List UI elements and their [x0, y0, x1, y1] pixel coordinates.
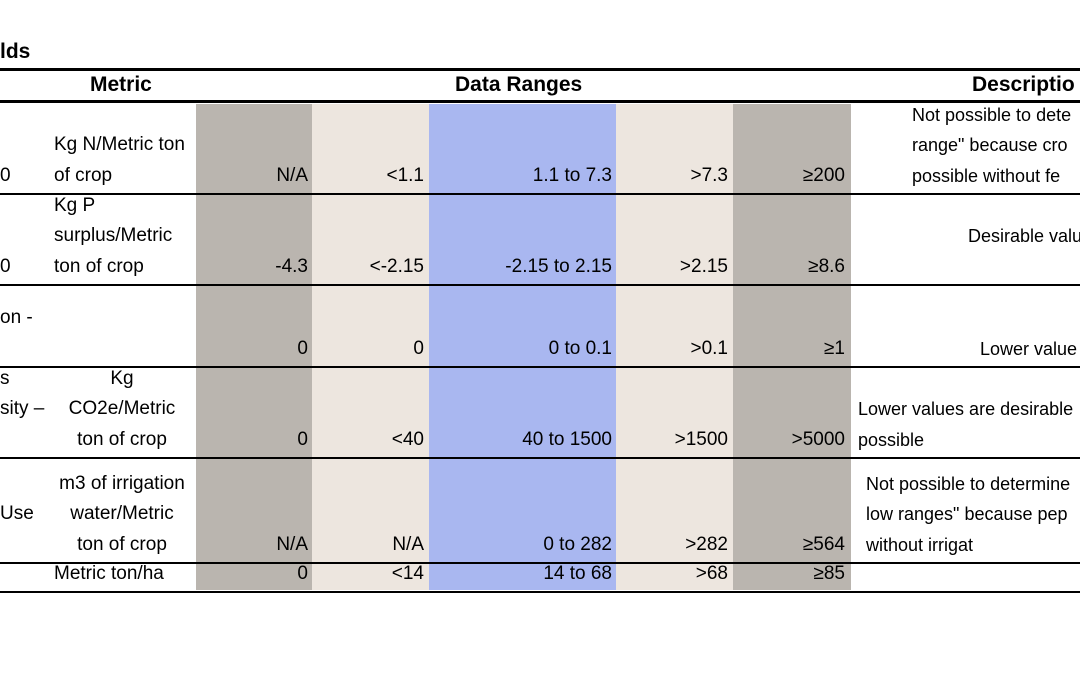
value-col-4: >68 — [695, 562, 728, 584]
value-col-1: N/A — [276, 164, 308, 186]
value-col-2: <-2.15 — [369, 255, 424, 277]
description-line: possible without fe — [912, 165, 1061, 186]
description-line: possible — [858, 429, 925, 450]
value-col-1: N/A — [276, 533, 308, 555]
description-line: Not possible to determine — [866, 473, 1071, 494]
metric-unit-line: surplus/Metric — [54, 225, 173, 246]
value-col-5: >5000 — [791, 428, 845, 450]
value-col-3: 40 to 1500 — [522, 428, 612, 450]
metric-unit-line: CO2e/Metric — [68, 398, 176, 419]
row-divider — [0, 284, 1080, 286]
description-line: Desirable value — [968, 226, 1080, 246]
metric-unit-line: water/Metric — [70, 503, 174, 524]
metric-unit-line: Kg — [110, 367, 134, 389]
value-col-1: 0 — [297, 337, 308, 359]
header-bottom-border — [0, 100, 1080, 103]
value-col-5: ≥85 — [813, 562, 845, 584]
table-title: lds — [0, 40, 31, 63]
row-name-fragment: Use — [0, 503, 34, 524]
table-bottom-border — [0, 591, 1080, 593]
description-line: Lower value — [980, 338, 1078, 359]
row-name-fragment: 0 — [0, 255, 11, 277]
band-column-1 — [196, 104, 312, 590]
header-description: Descriptio — [972, 73, 1075, 96]
value-col-4: >1500 — [674, 428, 728, 450]
metric-unit-line: m3 of irrigation — [59, 472, 185, 494]
value-col-2: <40 — [391, 428, 424, 450]
row-divider — [0, 457, 1080, 459]
value-col-1: 0 — [297, 428, 308, 450]
metric-unit-line: Kg P — [54, 194, 96, 216]
row-divider — [0, 562, 1080, 564]
row-name-fragment: s — [0, 367, 10, 389]
row-name-fragment: 0 — [0, 164, 11, 186]
band-column-4 — [616, 104, 733, 590]
row-name-fragment: on - — [0, 307, 33, 328]
value-col-2: 0 — [413, 337, 424, 359]
row-name-fragment: sity – — [0, 398, 45, 419]
value-col-5: ≥564 — [802, 533, 845, 555]
value-col-4: >7.3 — [690, 164, 728, 186]
metric-unit-line: Metric ton/ha — [54, 562, 164, 584]
value-col-4: >2.15 — [679, 255, 728, 277]
value-col-1: -4.3 — [275, 255, 308, 277]
metric-unit-line: ton of crop — [77, 428, 167, 450]
row-divider — [0, 366, 1080, 368]
header-data-ranges: Data Ranges — [455, 73, 583, 96]
value-col-2: N/A — [392, 533, 424, 555]
value-col-4: >0.1 — [690, 337, 728, 359]
value-col-5: ≥1 — [824, 337, 845, 359]
band-column-2 — [312, 104, 429, 590]
value-col-5: ≥200 — [802, 164, 845, 186]
value-col-2: <14 — [391, 562, 424, 584]
band-column-5 — [733, 104, 851, 590]
value-col-3: 1.1 to 7.3 — [532, 164, 612, 186]
value-col-4: >282 — [685, 533, 728, 555]
value-col-3: 0 to 0.1 — [548, 337, 612, 359]
band-column-3 — [429, 104, 616, 590]
header-top-border — [0, 68, 1080, 71]
description-line: Lower values are desirable — [858, 399, 1074, 419]
metric-unit-line: ton of crop — [77, 533, 167, 555]
value-col-3: 0 to 282 — [543, 533, 612, 555]
value-col-1: 0 — [297, 562, 308, 584]
row-divider — [0, 193, 1080, 195]
description-line: Not possible to dete — [912, 104, 1072, 125]
value-col-3: -2.15 to 2.15 — [505, 255, 612, 277]
metric-unit-line: of crop — [54, 164, 113, 186]
header-metric: Metric — [90, 73, 152, 96]
metric-unit-line: Kg N/Metric ton — [54, 134, 185, 155]
description-line: low ranges" because pep — [866, 504, 1068, 524]
metric-unit-line: ton of crop — [54, 255, 144, 277]
description-line: without irrigat — [866, 534, 974, 555]
value-col-3: 14 to 68 — [543, 562, 612, 584]
description-line: range" because cro — [912, 135, 1068, 155]
value-col-5: ≥8.6 — [808, 255, 845, 277]
value-col-2: <1.1 — [386, 164, 424, 186]
